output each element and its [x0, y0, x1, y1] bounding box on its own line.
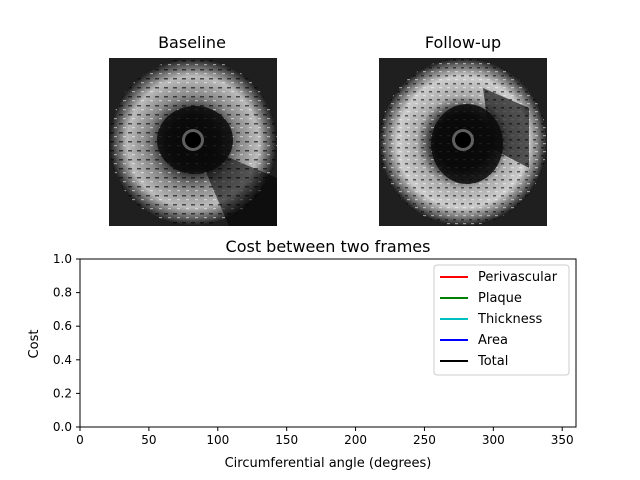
- legend-label-thickness: Thickness: [477, 312, 542, 327]
- followup-title: Follow-up: [424, 33, 502, 52]
- y-axis-label: Cost: [27, 330, 42, 359]
- x-tick-label: 300: [482, 433, 505, 447]
- x-tick-label: 200: [344, 433, 367, 447]
- baseline-title: Baseline: [158, 33, 226, 52]
- legend-box: [433, 264, 570, 376]
- plot-frame: [79, 258, 577, 428]
- y-tick-label: 1.0: [53, 252, 72, 266]
- baseline-ivus-image: [109, 58, 277, 226]
- x-tick-label: 150: [275, 433, 298, 447]
- legend-label-area: Area: [478, 333, 508, 348]
- x-tick-label: 0: [76, 433, 84, 447]
- y-tick-label: 0.6: [53, 319, 72, 333]
- legend-label-total: Total: [477, 354, 508, 369]
- y-tick-label: 0.2: [53, 386, 72, 400]
- legend: Perivascular Plaque Thickness Area Total: [433, 264, 570, 376]
- y-tick-label: 0.0: [53, 420, 72, 434]
- x-tick-label: 50: [141, 433, 156, 447]
- legend-label-plaque: Plaque: [478, 291, 522, 306]
- baseline-ivus-graphic: [109, 58, 277, 226]
- x-tick-label: 100: [206, 433, 229, 447]
- y-tick-label: 0.8: [53, 286, 72, 300]
- legend-label-perivascular: Perivascular: [478, 270, 558, 285]
- followup-ivus-graphic: [379, 58, 547, 226]
- chart-title: Cost between two frames: [226, 237, 431, 256]
- followup-ivus-image: [379, 58, 547, 226]
- x-tick-label: 250: [413, 433, 436, 447]
- plot-area: 0 50 100 150 200 250 300 350 0.0 0.2 0.4 0.6 0.8 1.0: [53, 252, 577, 447]
- y-tick-label: 0.4: [53, 353, 72, 367]
- cost-chart: Cost between two frames 0 50 100 150 200 250 3…: [27, 237, 577, 471]
- x-tick-label: 350: [551, 433, 574, 447]
- x-axis-label: Circumferential angle (degrees): [225, 456, 432, 471]
